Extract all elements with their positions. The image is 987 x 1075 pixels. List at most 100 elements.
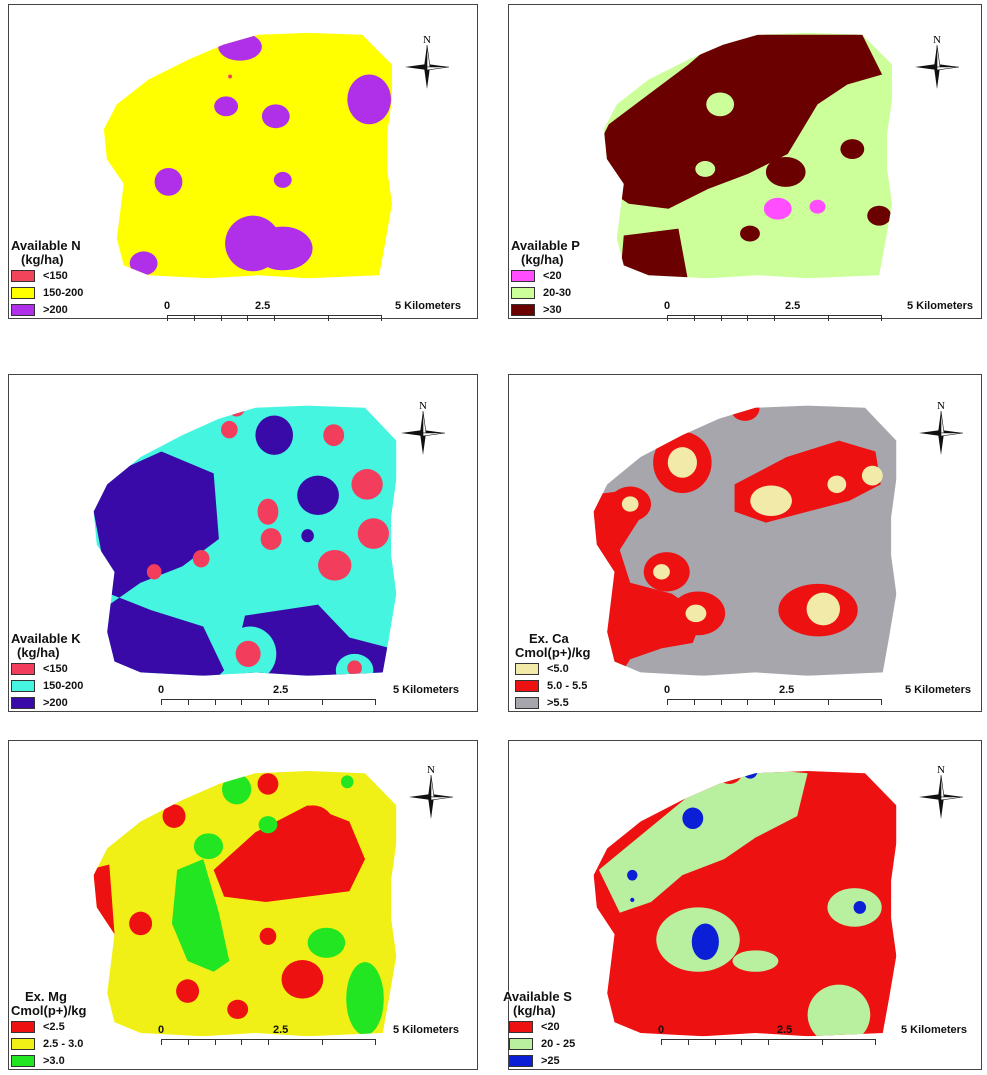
- scale-label-end: 5 Kilometers: [393, 1024, 460, 1036]
- legend-item: 150-200: [11, 677, 83, 694]
- zone-gt200: [297, 475, 339, 515]
- zone-lt2-5: [162, 804, 186, 828]
- zone-gt25: [682, 807, 704, 830]
- zone-gt25: [627, 869, 638, 881]
- legend-label: >25: [541, 1054, 560, 1067]
- legend-label: 150-200: [43, 286, 84, 299]
- svg-text:N: N: [423, 34, 431, 46]
- zone-lt5-0: [827, 475, 847, 494]
- legend-label: 150-200: [43, 679, 84, 692]
- zone-lt5-0: [667, 447, 697, 478]
- legend-swatch: [511, 303, 535, 316]
- zone-gt25: [691, 923, 719, 960]
- legend-swatch: [11, 286, 35, 299]
- scale-label-zero: 0: [164, 300, 171, 312]
- scale-label-end: 5 Kilometers: [395, 300, 462, 312]
- zone-lt2-5: [281, 959, 324, 999]
- map-ex-mg: [93, 771, 397, 1037]
- legend-title-line2: Cmol(p+)/kg: [11, 1003, 87, 1018]
- compass-icon: N: [401, 400, 446, 455]
- legend-title-line2: (kg/ha): [513, 1003, 556, 1018]
- legend-item: 150-200: [11, 284, 83, 301]
- zone-20-25: [732, 950, 779, 972]
- scale-label-mid: 2.5: [779, 684, 795, 696]
- zone-lt2-5: [176, 979, 200, 1003]
- legend-label: >200: [43, 696, 68, 709]
- zone-lt5-0: [861, 465, 883, 486]
- zone-gt3-0: [193, 833, 224, 860]
- legend-swatch: [509, 1020, 533, 1033]
- zone-gt30: [840, 139, 865, 160]
- legend-label: 2.5 - 3.0: [43, 1037, 84, 1050]
- legend-item: 20-30: [511, 284, 580, 301]
- legend-item: >30: [511, 301, 580, 318]
- legend-label: 5.0 - 5.5: [547, 679, 588, 692]
- north-arrow: N: [405, 763, 457, 825]
- zone-gt3-0: [171, 859, 230, 972]
- legend-item: 5.0 - 5.5: [515, 677, 590, 694]
- map-legend: Available P (kg/ha) <20 20-30 >30: [511, 239, 580, 318]
- zone-lt150: [260, 528, 282, 550]
- zone-5-0-5-5: [593, 489, 704, 676]
- legend-swatch: [11, 1037, 35, 1050]
- zone-lt150: [228, 405, 245, 417]
- scale-bar: 0 2.5 5 Kilometers: [164, 300, 461, 325]
- compass-icon: N: [915, 34, 960, 89]
- zone-lt2-5: [227, 999, 249, 1020]
- zone-lt5-0: [685, 604, 707, 623]
- zone-gt3-0: [307, 927, 346, 958]
- zone-gt200: [347, 74, 392, 125]
- legend-label: 20 - 25: [541, 1037, 576, 1050]
- zone-gt200: [154, 167, 183, 196]
- zone-lt5-0: [621, 496, 639, 512]
- zone-lt150: [220, 420, 238, 439]
- legend-title-line2: (kg/ha): [21, 252, 64, 267]
- map-legend: Ex. Mg Cmol(p+)/kg <2.5 2.5 - 3.0 >3.0: [11, 990, 86, 1069]
- legend-item: >25: [509, 1052, 575, 1069]
- legend-label: 20-30: [543, 286, 572, 299]
- zone-lt150: [192, 549, 210, 568]
- legend-label: >200: [43, 303, 68, 316]
- compass-icon: N: [919, 764, 964, 819]
- legend-swatch: [515, 679, 539, 692]
- zone-gt200: [103, 156, 106, 162]
- zone-gt200: [218, 32, 262, 61]
- zone-gt200: [214, 96, 239, 117]
- map-available-s: [593, 771, 897, 1037]
- legend-swatch: [509, 1054, 533, 1067]
- legend-item: <20: [511, 267, 580, 284]
- zone-20-30: [706, 92, 735, 117]
- zone-lt150: [146, 564, 162, 580]
- zone-gt30: [618, 228, 691, 279]
- zone-lt150: [351, 469, 383, 500]
- zone-lt150: [323, 424, 345, 447]
- zone-gt25: [853, 900, 867, 914]
- north-arrow: N: [397, 399, 449, 461]
- legend-label: >30: [543, 303, 562, 316]
- north-arrow: N: [401, 33, 453, 95]
- zone-lt150: [347, 660, 362, 676]
- legend-item: <5.0: [515, 660, 590, 677]
- scale-label-end: 5 Kilometers: [901, 1024, 968, 1036]
- zone-5-0-5-5: [730, 405, 760, 421]
- compass-icon: N: [919, 400, 964, 455]
- map-legend: Available N (kg/ha) <150 150-200 >200: [11, 239, 83, 318]
- zone-lt20: [763, 197, 792, 220]
- legend-title-line1: Available K: [11, 631, 81, 646]
- legend-title-line1: Available P: [511, 238, 580, 253]
- legend-swatch: [515, 696, 539, 709]
- scale-label-zero: 0: [664, 684, 671, 696]
- scale-label-zero: 0: [158, 1024, 165, 1036]
- legend-label: <5.0: [547, 662, 569, 675]
- zone-lt150: [257, 498, 279, 525]
- zone-gt3-0: [346, 962, 384, 1036]
- map-available-p: [603, 32, 893, 279]
- scale-label-zero: 0: [658, 1024, 665, 1036]
- legend-swatch: [509, 1037, 533, 1050]
- zone-lt5-0: [750, 485, 792, 517]
- zone-lt150: [357, 518, 390, 549]
- map-available-k: [93, 405, 397, 676]
- map-ex-ca: [593, 405, 897, 676]
- zone-gt200: [252, 226, 313, 271]
- svg-text:N: N: [937, 400, 945, 412]
